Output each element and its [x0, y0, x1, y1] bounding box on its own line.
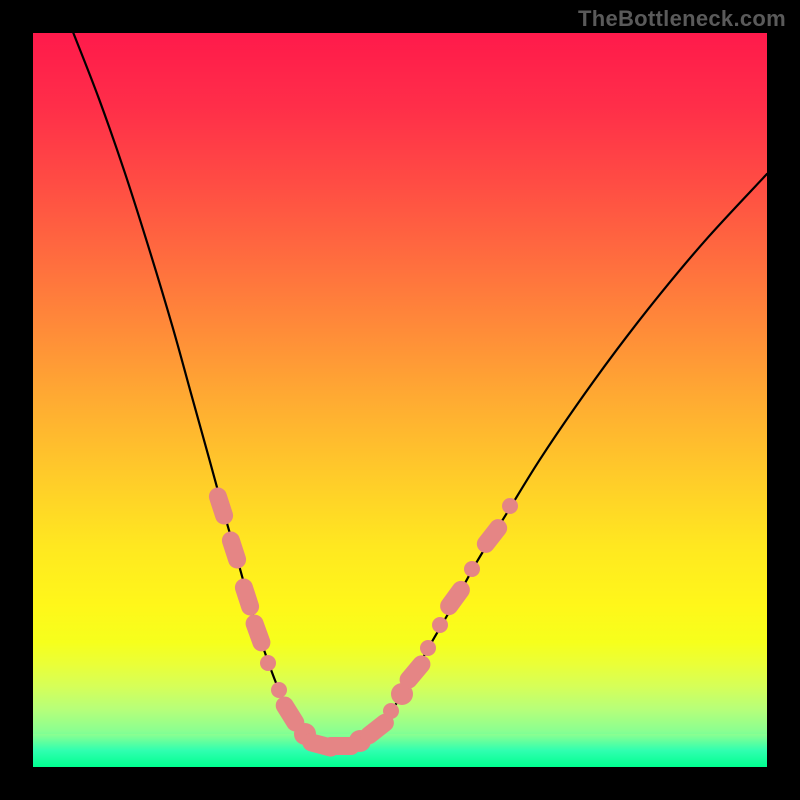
curve-marker — [383, 703, 399, 719]
watermark-text: TheBottleneck.com — [578, 6, 786, 32]
curve-right — [334, 174, 767, 747]
chart-curves-svg — [33, 33, 767, 767]
curve-marker — [464, 561, 480, 577]
curve-marker — [502, 498, 518, 514]
curve-left — [73, 33, 334, 746]
frame-border-bottom — [0, 767, 800, 800]
frame-border-right — [767, 0, 800, 800]
frame-border-left — [0, 0, 33, 800]
curve-marker — [432, 617, 448, 633]
curve-marker — [420, 640, 436, 656]
curve-marker — [260, 655, 276, 671]
plot-area — [33, 33, 767, 767]
